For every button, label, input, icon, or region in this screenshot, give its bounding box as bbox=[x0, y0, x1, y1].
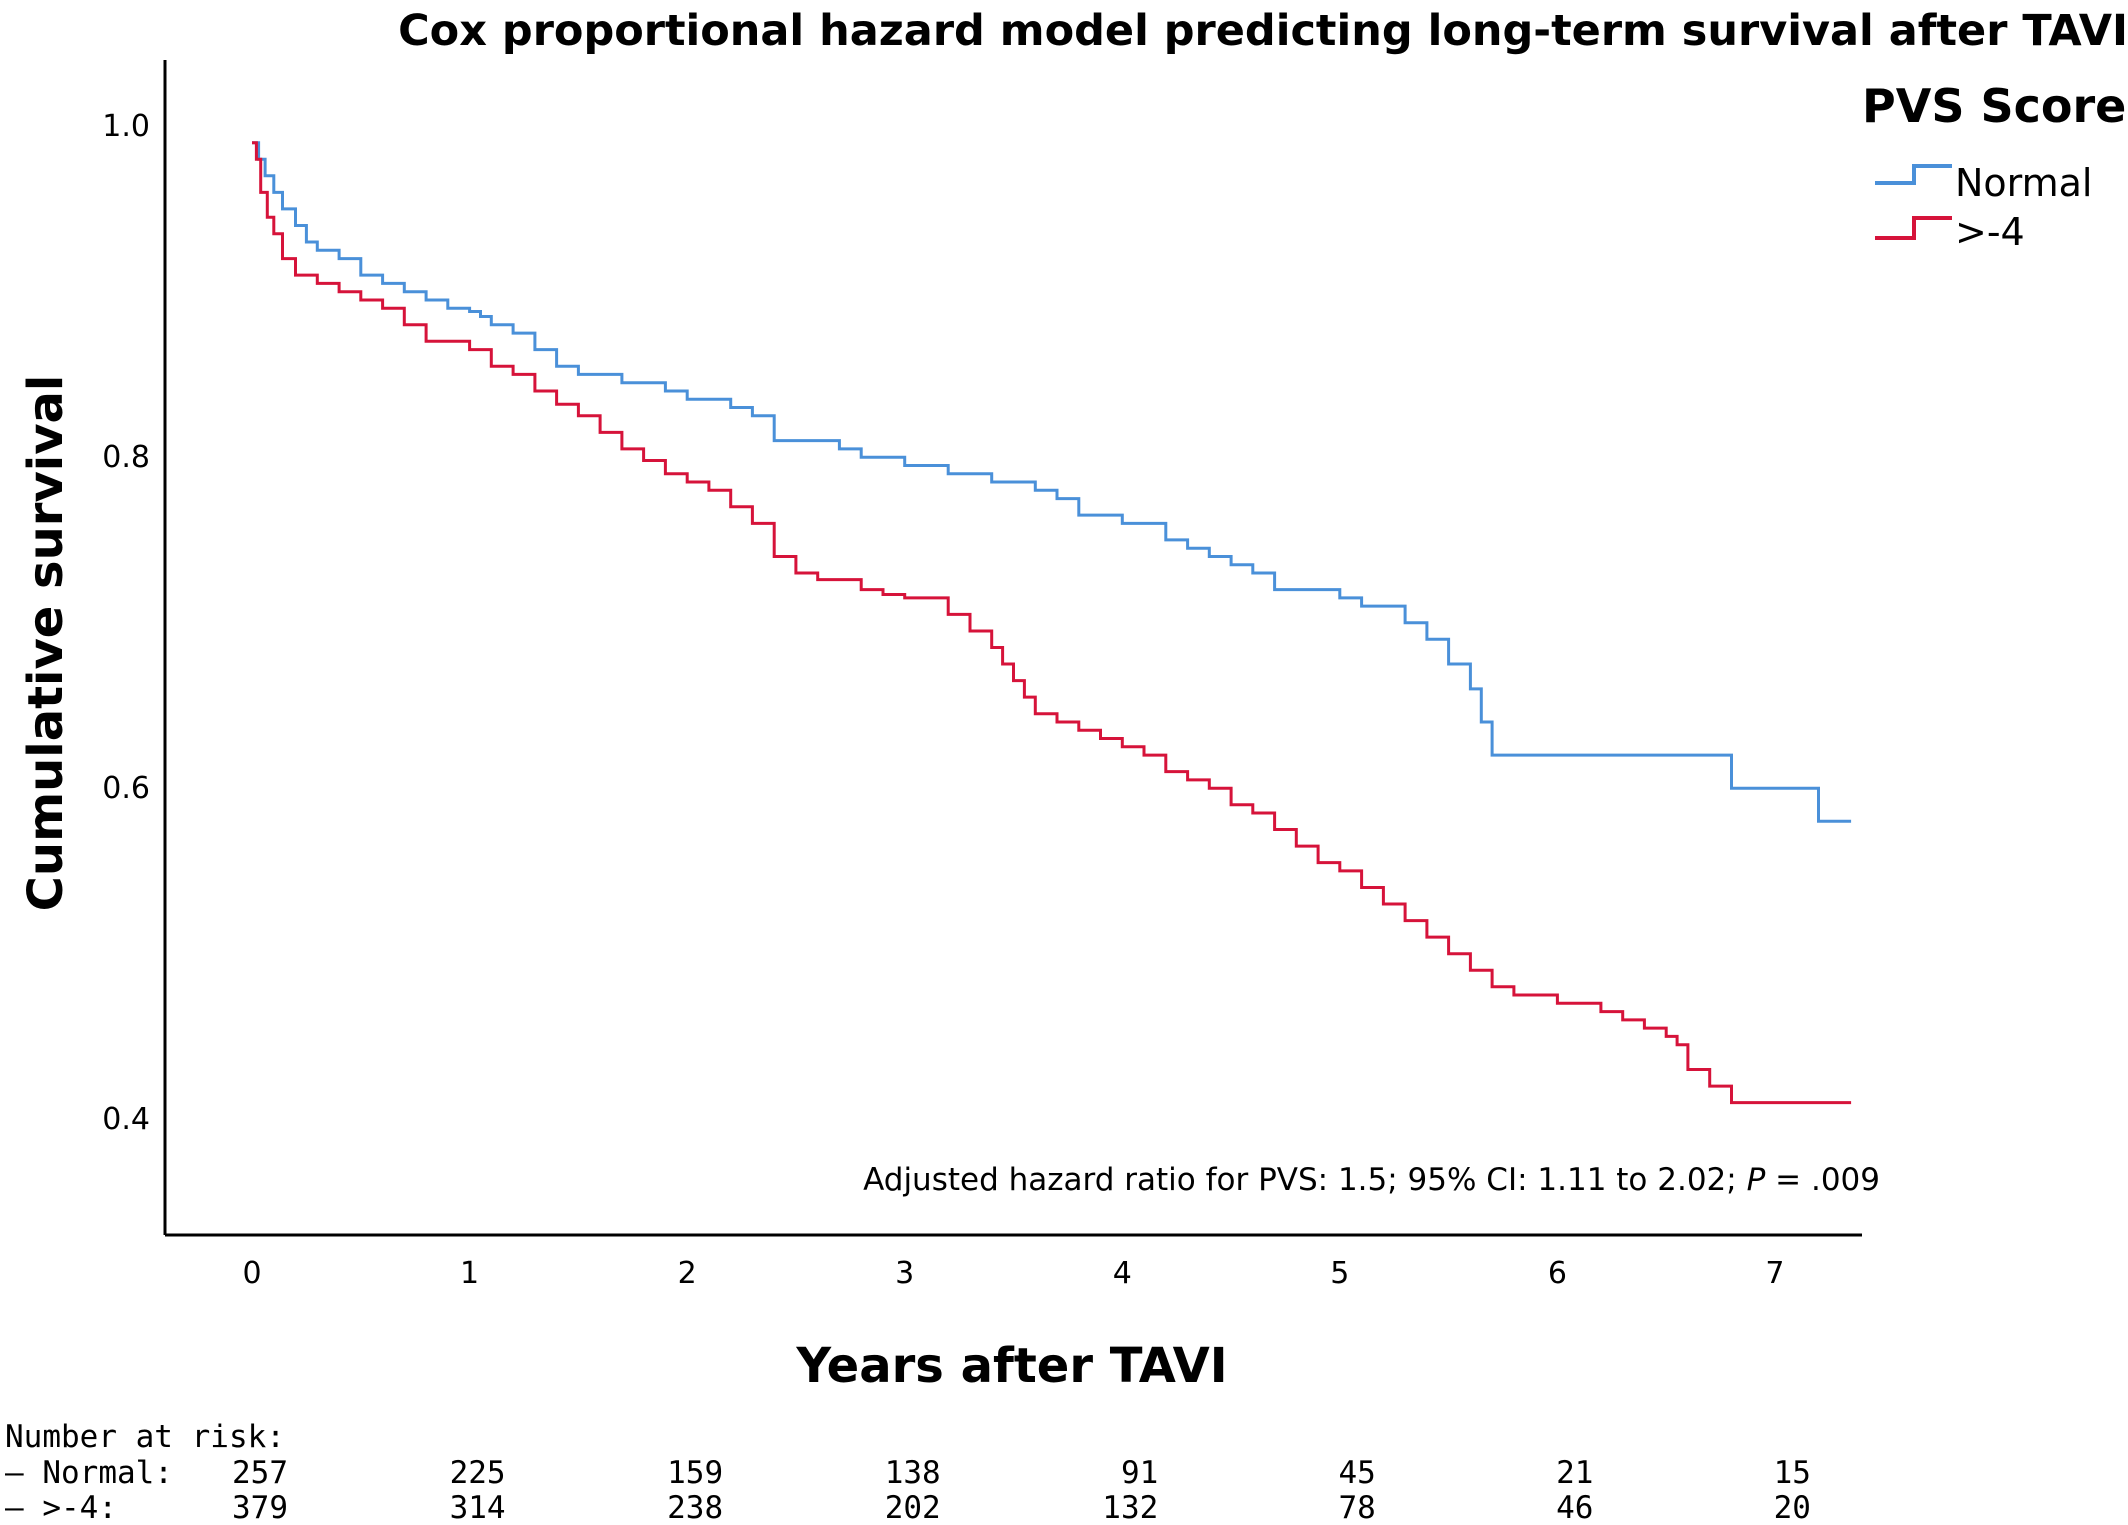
x-tick-label: 2 bbox=[678, 1256, 697, 1291]
x-tick-label: 4 bbox=[1113, 1256, 1132, 1291]
series-layer bbox=[252, 141, 1852, 1105]
legend-label-normal: Normal bbox=[1955, 161, 2093, 205]
x-axis-title: Years after TAVI bbox=[795, 1338, 1227, 1394]
risk-value: 20 bbox=[1774, 1490, 1811, 1525]
y-axis-title: Cumulative survival bbox=[18, 375, 74, 912]
risk-value: 78 bbox=[1339, 1490, 1376, 1525]
risk-value: 46 bbox=[1556, 1490, 1593, 1525]
survival-curve-normal bbox=[252, 141, 1852, 823]
annotation-suffix: = .009 bbox=[1765, 1162, 1880, 1198]
legend-title: PVS Score bbox=[1862, 79, 2126, 133]
x-tick-label: 1 bbox=[460, 1256, 479, 1291]
risk-row-label-normal: – Normal: bbox=[5, 1455, 173, 1491]
y-tick-label: 0.6 bbox=[102, 771, 150, 806]
risk-value: 314 bbox=[450, 1490, 506, 1525]
x-tick-group: 0 1 2 3 4 5 6 7 bbox=[242, 1256, 1784, 1291]
legend-swatch-gt-minus-4 bbox=[1875, 216, 1952, 240]
hazard-ratio-annotation: Adjusted hazard ratio for PVS: 1.5; 95% … bbox=[863, 1162, 1880, 1198]
risk-value: 21 bbox=[1556, 1455, 1593, 1491]
y-tick-label: 0.8 bbox=[102, 440, 150, 475]
risk-value: 132 bbox=[1102, 1490, 1158, 1525]
x-tick-label: 7 bbox=[1765, 1256, 1784, 1291]
x-tick-label: 5 bbox=[1330, 1256, 1349, 1291]
y-tick-label: 1.0 bbox=[102, 109, 150, 144]
risk-value: 45 bbox=[1339, 1455, 1376, 1491]
y-tick-label: 0.4 bbox=[102, 1102, 150, 1137]
risk-row-label-gt-minus-4: – >-4: bbox=[5, 1490, 117, 1525]
risk-value: 257 bbox=[232, 1455, 288, 1491]
legend: PVS Score Normal >-4 bbox=[1862, 79, 2126, 254]
risk-value: 15 bbox=[1774, 1455, 1811, 1491]
risk-table: Number at risk: – Normal: – >-4: 257 225 1… bbox=[5, 1419, 1811, 1525]
risk-value: 202 bbox=[885, 1490, 941, 1525]
risk-table-header: Number at risk: bbox=[5, 1419, 285, 1455]
legend-label-gt-minus-4: >-4 bbox=[1955, 210, 2025, 254]
legend-swatch-normal bbox=[1875, 164, 1952, 185]
risk-value: 225 bbox=[450, 1455, 506, 1491]
risk-value: 379 bbox=[232, 1490, 288, 1525]
risk-value: 138 bbox=[885, 1455, 941, 1491]
survival-curve-gt-minus-4 bbox=[252, 141, 1852, 1105]
x-tick-label: 6 bbox=[1548, 1256, 1567, 1291]
x-tick-label: 3 bbox=[895, 1256, 914, 1291]
annotation-prefix: Adjusted hazard ratio for PVS: 1.5; 95% … bbox=[863, 1162, 1746, 1198]
risk-value: 238 bbox=[667, 1490, 723, 1525]
risk-value: 159 bbox=[667, 1455, 723, 1491]
risk-value: 91 bbox=[1121, 1455, 1158, 1491]
y-tick-group: 1.0 0.8 0.6 0.4 bbox=[102, 109, 150, 1137]
annotation-p-symbol: P bbox=[1747, 1162, 1766, 1198]
chart-title: Cox proportional hazard model predicting… bbox=[398, 6, 2128, 56]
risk-values: 257 225 159 138 91 45 21 15 379 314 238 202 132 78 46 2… bbox=[232, 1455, 1811, 1525]
x-tick-label: 0 bbox=[242, 1256, 261, 1291]
